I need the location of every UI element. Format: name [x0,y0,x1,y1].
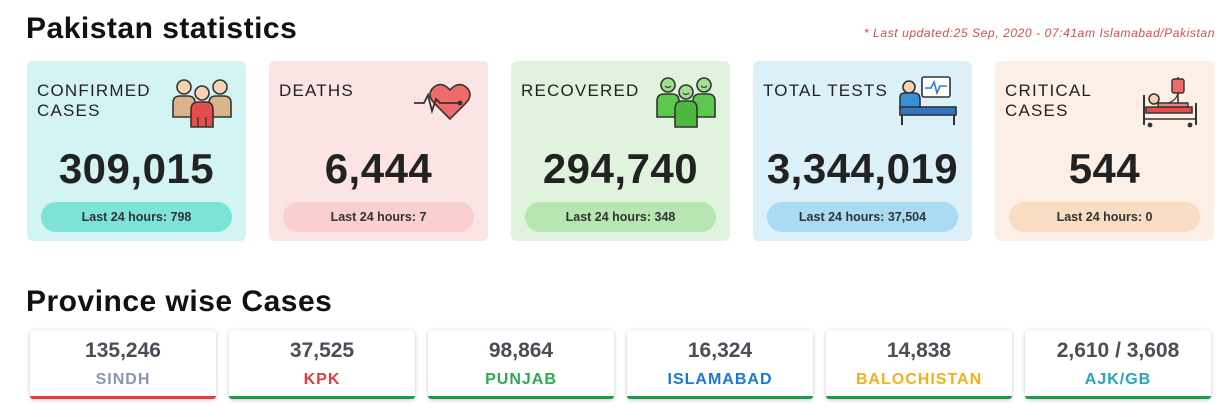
card-recovered: RECOVERED 294,740 Last 24 hours: 348 [511,61,730,241]
card-total-tests: TOTAL TESTS 3,344,019 Last 24 hours: 37,… [753,61,972,241]
province-cards: 135,246 SINDH 37,525 KPK 98,864 PUNJAB 1… [30,330,1220,402]
critical-cases-value: 544 [1068,145,1141,192]
province-card-islamabad[interactable]: 16,324 ISLAMABAD [627,330,813,399]
province-accent-bar [627,396,813,399]
province-value: 98,864 [488,339,554,362]
province-name: BALOCHISTAN [855,371,983,388]
heartbeat-icon [412,73,476,129]
province-accent-bar [428,396,614,399]
province-name: ISLAMABAD [667,371,773,388]
recovered-value: 294,740 [542,145,699,192]
last-24-hours-badge: Last 24 hours: 37,504 [767,202,958,232]
province-card-punjab[interactable]: 98,864 PUNJAB [428,330,614,399]
card-label: RECOVERED [521,81,640,100]
province-name: AJK/GB [1084,371,1152,388]
patient-bed-monitor-icon [896,73,960,129]
people-group-icon [170,73,234,129]
card-label: CRITICAL CASES [1005,81,1092,120]
card-label: DEATHS [279,81,354,100]
province-value: 135,246 [85,339,161,362]
province-accent-bar [826,396,1012,399]
province-card-balochistan[interactable]: 14,838 BALOCHISTAN [826,330,1012,399]
province-value: 14,838 [886,339,952,362]
province-name: SINDH [95,371,151,388]
deaths-value: 6,444 [324,145,433,192]
recovered-people-icon [654,73,718,129]
last-24-hours-badge: Last 24 hours: 7 [283,202,474,232]
last-24-hours-badge: Last 24 hours: 798 [41,202,232,232]
province-value: 16,324 [687,339,753,362]
province-name: KPK [303,371,341,388]
stat-cards: CONFIRMED CASES 309,015 Last 24 hours: 7… [27,61,1217,241]
province-value: 37,525 [289,339,355,362]
province-accent-bar [30,396,216,399]
province-card-sindh[interactable]: 135,246 SINDH [30,330,216,399]
confirmed-cases-value: 309,015 [58,145,215,192]
last-24-hours-badge: Last 24 hours: 0 [1009,202,1200,232]
card-label: TOTAL TESTS [763,81,888,100]
province-accent-bar [1025,396,1211,399]
province-accent-bar [229,396,415,399]
last-updated-text: * Last updated:25 Sep, 2020 - 07:41am Is… [863,26,1215,40]
card-label: CONFIRMED CASES [37,81,151,120]
province-card-ajk-gb[interactable]: 2,610 / 3,608 AJK/GB [1025,330,1211,399]
province-section-title: Province wise Cases [26,285,333,318]
province-value: 2,610 / 3,608 [1056,339,1180,362]
card-confirmed-cases: CONFIRMED CASES 309,015 Last 24 hours: 7… [27,61,246,241]
page-title: Pakistan statistics [26,12,298,45]
province-name: PUNJAB [485,371,557,388]
total-tests-value: 3,344,019 [766,145,959,192]
card-deaths: DEATHS 6,444 Last 24 hours: 7 [269,61,488,241]
province-card-kpk[interactable]: 37,525 KPK [229,330,415,399]
hospital-bed-drip-icon [1138,73,1202,129]
card-critical-cases: CRITICAL CASES 544 Last 24 hours: 0 [995,61,1214,241]
last-24-hours-badge: Last 24 hours: 348 [525,202,716,232]
